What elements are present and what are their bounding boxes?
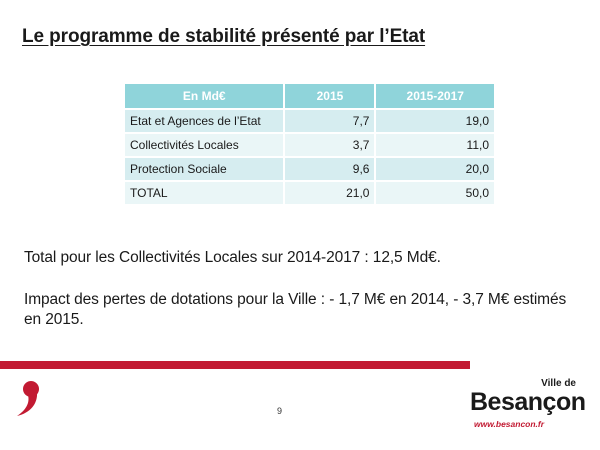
besancon-logo: Ville de Besançon www.besancon.fr — [470, 378, 586, 436]
cell-2015: 3,7 — [285, 134, 377, 156]
slide-title: Le programme de stabilité présenté par l… — [22, 26, 426, 47]
comma-logo-icon — [17, 381, 39, 416]
brand-name: Besançon — [470, 388, 586, 416]
footer-red-bar — [0, 361, 470, 369]
cell-2015-2017: 20,0 — [376, 158, 494, 180]
cell-2015: 9,6 — [285, 158, 377, 180]
page-number: 9 — [277, 406, 283, 416]
dotations-impact-text: Impact des pertes de dotations pour la V… — [24, 291, 567, 328]
cell-2015-2017: 11,0 — [376, 134, 494, 156]
table-row: Collectivités Locales 3,7 11,0 — [125, 134, 494, 156]
row-label: TOTAL — [125, 182, 286, 204]
row-label: Etat et Agences de l’Etat — [125, 110, 286, 132]
cell-2015-2017: 19,0 — [376, 110, 494, 132]
stability-program-table: En Md€ 2015 2015-2017 Etat et Agences de… — [125, 82, 494, 206]
row-label: Protection Sociale — [125, 158, 286, 180]
row-label: Collectivités Locales — [125, 134, 286, 156]
header-unit: En Md€ — [125, 84, 286, 108]
table-row: Protection Sociale 9,6 20,0 — [125, 158, 494, 180]
cell-2015: 21,0 — [285, 182, 377, 204]
collectivites-total-text: Total pour les Collectivités Locales sur… — [24, 249, 441, 266]
cell-2015: 7,7 — [285, 110, 377, 132]
header-2015: 2015 — [285, 84, 377, 108]
table-header-row: En Md€ 2015 2015-2017 — [125, 84, 494, 108]
cell-2015-2017: 50,0 — [376, 182, 494, 204]
table-row: TOTAL 21,0 50,0 — [125, 182, 494, 204]
table-row: Etat et Agences de l’Etat 7,7 19,0 — [125, 110, 494, 132]
brand-url: www.besancon.fr — [474, 419, 545, 429]
brand-prefix: Ville de — [541, 378, 576, 389]
header-2015-2017: 2015-2017 — [376, 84, 494, 108]
